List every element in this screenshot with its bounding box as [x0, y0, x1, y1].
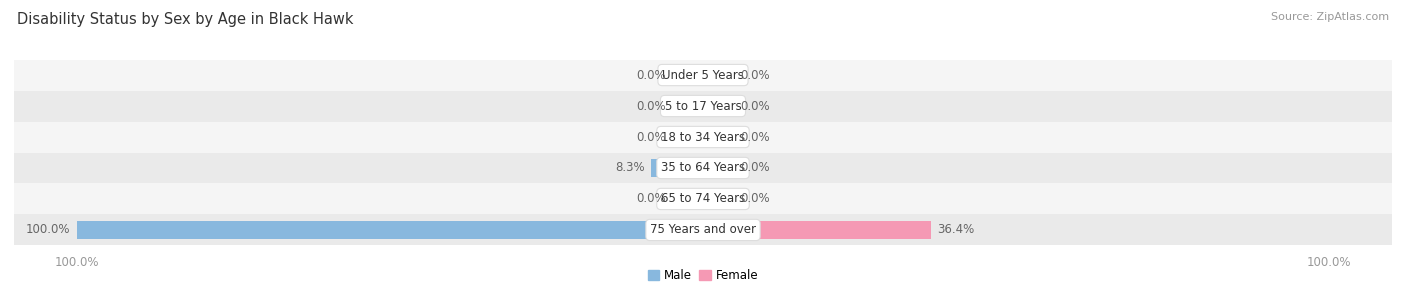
Text: 75 Years and over: 75 Years and over [650, 224, 756, 236]
Bar [672, 97, 703, 115]
Bar [14, 91, 1392, 121]
Text: Under 5 Years: Under 5 Years [662, 69, 744, 81]
Text: 8.3%: 8.3% [616, 161, 645, 174]
Bar [703, 128, 734, 146]
Text: 0.0%: 0.0% [636, 192, 665, 206]
Text: 5 to 17 Years: 5 to 17 Years [665, 99, 741, 113]
Bar [672, 128, 703, 146]
Bar [14, 152, 1392, 184]
Legend: Male, Female: Male, Female [643, 265, 763, 287]
Text: 100.0%: 100.0% [25, 224, 70, 236]
Bar [14, 59, 1392, 91]
Text: Source: ZipAtlas.com: Source: ZipAtlas.com [1271, 12, 1389, 22]
Text: 0.0%: 0.0% [741, 161, 770, 174]
Bar [14, 184, 1392, 214]
Bar [651, 159, 703, 177]
Text: 0.0%: 0.0% [636, 69, 665, 81]
Bar [703, 66, 734, 84]
Bar [672, 190, 703, 208]
Text: 35 to 64 Years: 35 to 64 Years [661, 161, 745, 174]
Bar [703, 97, 734, 115]
Text: 0.0%: 0.0% [636, 131, 665, 144]
Bar [703, 190, 734, 208]
Text: 0.0%: 0.0% [741, 99, 770, 113]
Text: 0.0%: 0.0% [636, 99, 665, 113]
Bar [703, 159, 734, 177]
Bar [672, 66, 703, 84]
Text: 65 to 74 Years: 65 to 74 Years [661, 192, 745, 206]
Text: 36.4%: 36.4% [938, 224, 974, 236]
Bar [77, 221, 703, 239]
Text: 0.0%: 0.0% [741, 69, 770, 81]
Bar [14, 121, 1392, 152]
Text: Disability Status by Sex by Age in Black Hawk: Disability Status by Sex by Age in Black… [17, 12, 353, 27]
Text: 0.0%: 0.0% [741, 131, 770, 144]
Bar [14, 214, 1392, 246]
Bar [703, 221, 931, 239]
Text: 0.0%: 0.0% [741, 192, 770, 206]
Text: 18 to 34 Years: 18 to 34 Years [661, 131, 745, 144]
